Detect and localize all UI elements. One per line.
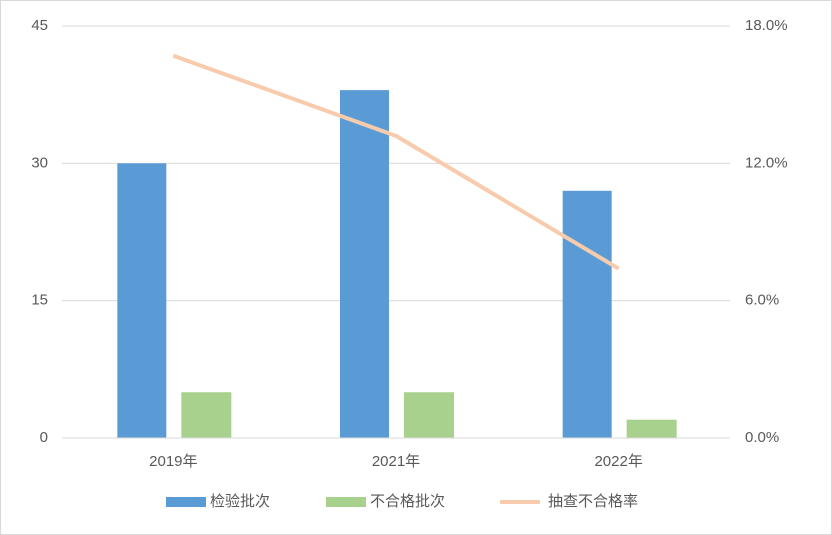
y-tick-label: 45 [31,17,48,34]
y2-tick-label: 6.0% [745,292,779,309]
legend-label: 抽查不合格率 [548,493,638,510]
bar [117,163,167,439]
y-tick-label: 15 [31,292,48,309]
bar [562,190,612,438]
y2-tick-label: 0.0% [745,429,779,446]
bar [404,392,454,438]
legend-swatch [326,497,366,507]
bar [181,392,232,438]
legend-label: 检验批次 [210,493,270,510]
y-tick-label: 30 [31,154,48,171]
legend-label: 不合格批次 [370,493,445,510]
line-series [172,53,620,271]
y2-tick-label: 12.0% [745,154,788,171]
legend-swatch [166,497,206,507]
bar [340,90,389,438]
y2-tick-label: 18.0% [745,17,788,34]
y-tick-label: 0 [40,429,48,446]
x-tick-label: 2021年 [372,453,420,470]
bar [626,419,677,438]
x-tick-label: 2019年 [149,453,197,470]
x-tick-label: 2022年 [594,453,642,470]
